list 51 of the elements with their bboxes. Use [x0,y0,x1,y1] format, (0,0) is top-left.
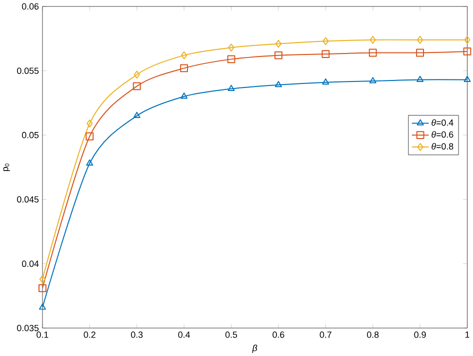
x-tick-label: 0.3 [131,331,143,338]
point [86,132,94,140]
point [274,51,282,60]
point [370,36,376,44]
legend-label: θ=0.6 [432,131,454,138]
x-tick-label: 0.9 [414,331,426,338]
point [228,44,234,52]
y-tick-label: 0.04 [22,260,39,267]
point [464,36,470,44]
point [134,70,140,78]
point [180,92,188,99]
point [416,48,424,57]
x-tick-label: 0.6 [272,331,284,338]
point [368,48,377,57]
point [416,76,424,82]
point [416,36,424,44]
y-tick-label: 0.055 [17,68,39,74]
point [38,303,46,310]
point [180,51,188,60]
x-tick-label: 0.8 [367,331,379,338]
x-tick-label: 0.5 [225,331,238,338]
point [463,47,472,56]
point [274,80,282,88]
point [38,284,46,292]
x-axis-title: β [252,344,258,353]
x-tick-label: 0.2 [84,331,96,338]
point [227,55,236,64]
x-tick-label: 0.7 [320,331,332,338]
point [275,40,282,48]
point [464,76,471,82]
point [322,78,330,84]
point [86,119,93,128]
point [228,84,235,91]
point [133,112,140,118]
y-tick-label: 0.045 [17,196,39,202]
legend-label: θ=0.4 [432,119,454,126]
y-tick-label: 0.06 [22,3,39,10]
x-tick-label: 0.4 [178,331,190,338]
point [86,159,94,166]
point [39,275,46,284]
x-tick-label: 1 [465,331,470,338]
legend-label: θ=0.8 [432,142,454,150]
x-tick-label: 0.1 [36,331,48,338]
y-tick-label: 0.035 [17,324,39,332]
point [322,37,329,46]
point [369,77,376,84]
point [180,64,188,72]
y-tick-label: 0.05 [22,132,39,138]
y-axis-title: p$_{0}$ [3,164,10,171]
point [132,82,141,90]
point [322,50,330,58]
